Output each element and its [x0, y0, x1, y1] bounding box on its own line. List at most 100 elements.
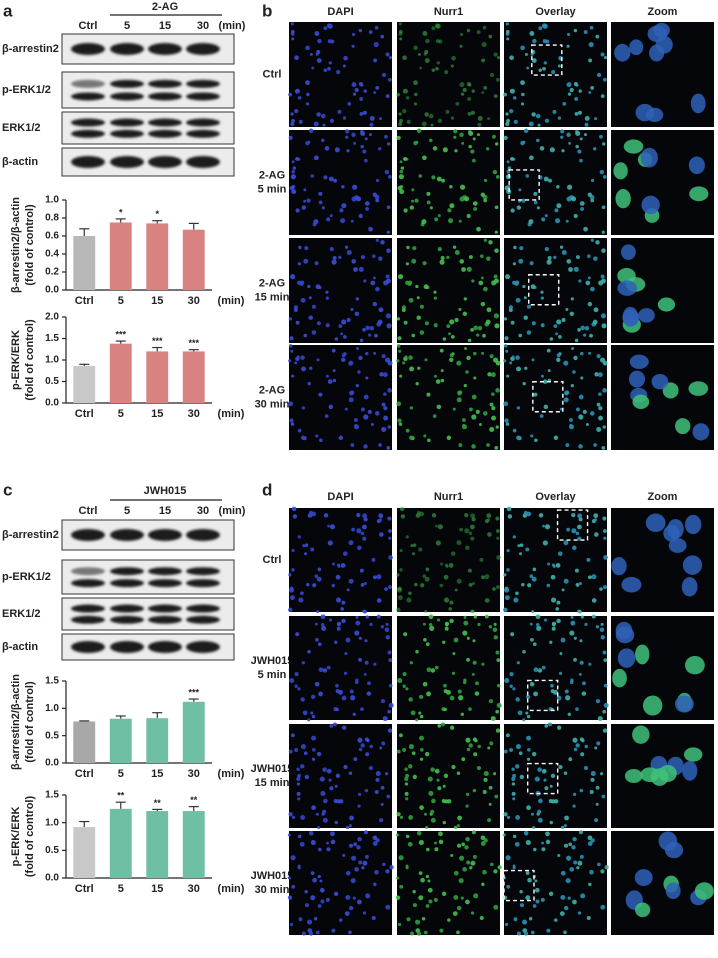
nucleus	[525, 895, 531, 901]
nucleus	[362, 860, 368, 866]
nucleus	[580, 325, 586, 331]
nucleus	[325, 897, 330, 902]
nucleus	[326, 768, 332, 774]
nucleus	[525, 174, 529, 178]
nucleus	[377, 319, 383, 325]
nucleus	[446, 255, 450, 260]
nucleus	[529, 155, 534, 161]
nucleus	[419, 304, 424, 309]
nucleus	[375, 838, 380, 843]
zoom-cell	[614, 43, 631, 62]
nucleus	[326, 665, 331, 670]
band	[148, 92, 182, 101]
nucleus	[468, 255, 473, 259]
x-tick-label: 5	[118, 883, 124, 895]
nucleus	[532, 904, 537, 908]
nucleus	[510, 156, 515, 161]
nucleus	[405, 535, 409, 539]
nucleus	[505, 422, 510, 426]
band	[186, 79, 220, 88]
nucleus	[537, 668, 543, 673]
nucleus	[557, 116, 562, 120]
nucleus	[345, 135, 349, 139]
nucleus	[510, 320, 515, 325]
nucleus	[549, 820, 554, 825]
significance-label: ***	[115, 329, 126, 339]
nucleus	[427, 776, 433, 782]
nucleus	[364, 788, 369, 793]
nucleus	[349, 689, 354, 694]
nucleus	[342, 853, 346, 857]
nucleus	[578, 444, 583, 449]
nucleus	[356, 347, 359, 350]
unit-label: (min)	[219, 20, 246, 32]
nucleus	[595, 785, 600, 790]
nucleus	[588, 882, 592, 887]
nucleus	[467, 568, 472, 573]
nucleus	[403, 320, 408, 325]
nucleus	[516, 406, 521, 410]
nucleus	[551, 626, 556, 631]
nucleus	[410, 544, 414, 548]
nucleus	[526, 714, 531, 719]
nucleus	[478, 423, 482, 426]
nucleus	[330, 839, 336, 845]
nucleus	[294, 55, 299, 61]
nucleus	[590, 777, 595, 782]
nucleus	[297, 773, 302, 778]
nucleus	[466, 860, 471, 865]
band	[110, 118, 144, 127]
nucleus	[343, 335, 347, 339]
nucleus	[416, 830, 422, 836]
nucleus	[529, 261, 534, 266]
significance-label: ***	[152, 336, 163, 346]
nucleus	[472, 737, 477, 742]
nucleus	[543, 61, 547, 65]
nucleus	[483, 86, 488, 90]
nucleus	[600, 52, 605, 57]
nucleus	[587, 301, 593, 307]
nucleus	[386, 794, 391, 799]
lane-label: 30	[197, 505, 209, 517]
nucleus	[415, 919, 421, 925]
nucleus	[491, 406, 496, 411]
nucleus	[454, 588, 458, 592]
nucleus	[304, 774, 309, 780]
nucleus	[551, 597, 557, 603]
nucleus	[456, 360, 462, 366]
blot-strip	[61, 71, 235, 109]
nucleus	[291, 189, 297, 195]
nucleus	[342, 116, 347, 120]
band	[148, 156, 182, 168]
nucleus	[290, 112, 294, 116]
nucleus	[442, 147, 448, 153]
nucleus	[568, 757, 573, 762]
nucleus	[440, 256, 445, 261]
nucleus	[565, 878, 571, 884]
zoom-cell	[664, 841, 684, 859]
nucleus	[529, 31, 535, 36]
nucleus	[402, 109, 407, 114]
nucleus	[539, 146, 545, 151]
nucleus	[426, 191, 431, 196]
nucleus	[456, 540, 462, 546]
nucleus	[596, 354, 601, 359]
band	[71, 43, 105, 55]
nucleus	[437, 214, 441, 218]
nucleus	[312, 583, 317, 588]
nucleus	[345, 825, 350, 830]
nucleus	[473, 376, 477, 380]
nucleus	[482, 869, 487, 875]
nucleus	[309, 510, 313, 515]
micrograph	[504, 724, 607, 828]
nucleus	[541, 847, 546, 852]
nucleus	[519, 890, 523, 894]
nucleus	[335, 574, 341, 580]
nucleus	[532, 38, 537, 44]
nucleus	[563, 824, 567, 828]
nucleus	[602, 175, 607, 179]
nucleus	[518, 258, 524, 264]
nucleus	[300, 355, 305, 360]
nucleus	[566, 855, 572, 861]
nucleus	[405, 797, 409, 801]
